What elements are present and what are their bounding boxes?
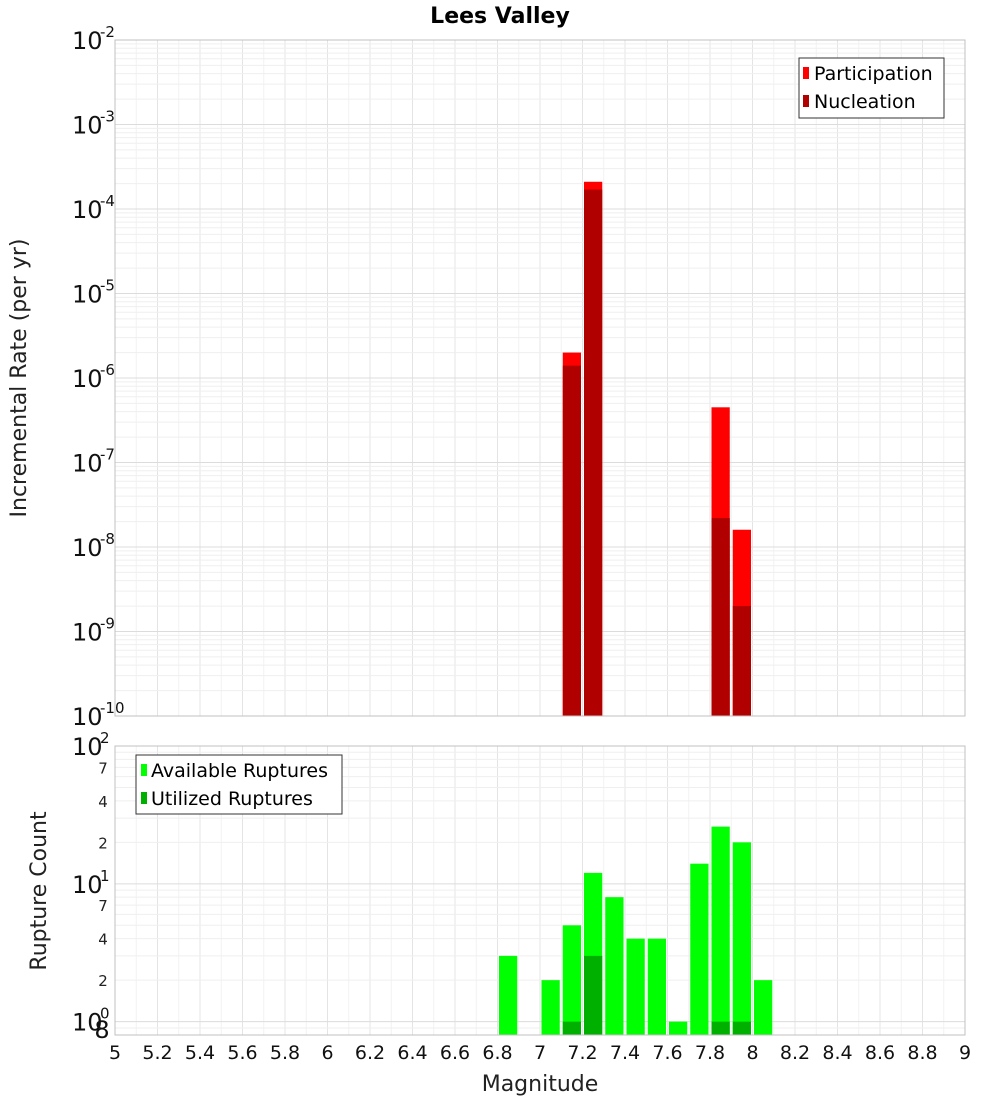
bottom-bar-b (711, 1021, 730, 1035)
top-y-tick-label: 10 (72, 27, 103, 55)
bottom-y-tick-label: 10 (72, 1009, 103, 1037)
bottom-bar-a (711, 826, 730, 1035)
top-y-tick-exponent: -6 (100, 361, 115, 379)
top-bar-b (732, 606, 751, 716)
bottom-y-minor-tick-label: 8 (94, 1016, 109, 1044)
x-tick-label: 6 (321, 1042, 333, 1064)
x-tick-label: 7 (534, 1042, 546, 1064)
legend-label-participation: Participation (814, 63, 933, 85)
bottom-y-minor-tick-label: 7 (98, 759, 108, 777)
top-bar-b (562, 365, 581, 716)
x-tick-label: 9 (959, 1042, 971, 1064)
x-tick-label: 8 (746, 1042, 758, 1064)
legend-swatch-nucleation (803, 95, 809, 107)
x-tick-label: 5.4 (185, 1042, 215, 1064)
top-y-tick-label: 10 (72, 112, 103, 140)
legend-swatch-available (141, 764, 147, 776)
x-tick-label: 7.2 (567, 1042, 597, 1064)
x-tick-label: 8.2 (780, 1042, 810, 1064)
top-y-tick-label: 10 (72, 619, 103, 647)
top-y-tick-label: 10 (72, 365, 103, 393)
x-tick-label: 6.4 (397, 1042, 427, 1064)
bottom-plot-frame (114, 745, 966, 1036)
x-tick-label: 8.4 (822, 1042, 852, 1064)
x-axis-label: Magnitude (482, 1072, 599, 1097)
top-y-tick-exponent: -7 (100, 446, 115, 464)
bottom-y-minor-tick-label: 4 (98, 793, 108, 811)
bottom-plot-bars (499, 826, 773, 1035)
x-tick-label: 6.6 (440, 1042, 470, 1064)
bottom-y-tick-exponent: 1 (100, 867, 110, 885)
top-plot-frame (114, 39, 966, 717)
bottom-y-tick-exponent: 2 (100, 729, 110, 747)
x-tick-label: 5 (109, 1042, 121, 1064)
top-y-tick-exponent: -8 (100, 530, 115, 548)
bottom-y-tick-exponent: 0 (100, 1005, 110, 1023)
bottom-bar-a (732, 842, 751, 1035)
legend-label-nucleation: Nucleation (814, 91, 916, 113)
x-tick-label: 7.8 (695, 1042, 725, 1064)
top-plot-grid (114, 40, 966, 717)
bottom-y-tick-label: 10 (72, 733, 103, 761)
top-bar-b (584, 189, 603, 716)
top-bar-b (711, 518, 730, 716)
bottom-bar-b (732, 1021, 751, 1035)
bottom-bar-a (499, 955, 518, 1035)
x-tick-label: 6.2 (355, 1042, 385, 1064)
top-y-tick-exponent: -4 (100, 192, 115, 210)
top-y-tick-exponent: -3 (100, 108, 115, 126)
bottom-legend-box (135, 754, 343, 815)
x-tick-labels: 5 5.2 5.4 5.6 5.8 6 6.2 6.4 6.6 6.8 7 7.2 7.4 7.6 7.8 8… (109, 1042, 971, 1064)
top-plot-bars (562, 181, 751, 717)
top-y-tick-label: 10 (72, 534, 103, 562)
bottom-bar-b (562, 1021, 581, 1035)
top-y-tick-label: 10 (72, 703, 103, 731)
x-tick-label: 7.6 (652, 1042, 682, 1064)
x-tick-label: 8.6 (865, 1042, 895, 1064)
bottom-y-tick-label: 10 (72, 871, 103, 899)
bottom-y-minor-tick-label: 7 (98, 897, 108, 915)
top-y-tick-exponent: -2 (100, 23, 115, 41)
top-y-tick-label: 10 (72, 450, 103, 478)
bottom-legend: Available Ruptures Utilized Ruptures (135, 754, 343, 815)
top-y-axis-label: Incremental Rate (per yr) (7, 239, 32, 518)
bottom-bar-a (647, 938, 666, 1035)
x-tick-label: 5.6 (227, 1042, 257, 1064)
legend-label-utilized: Utilized Ruptures (151, 788, 313, 810)
bottom-y-minor-tick-label: 4 (98, 931, 108, 949)
bottom-bar-a (669, 1021, 688, 1035)
top-y-tick-exponent: -5 (100, 277, 115, 295)
legend-label-available: Available Ruptures (151, 760, 328, 782)
legend-swatch-participation (803, 67, 809, 79)
x-tick-label: 8.8 (907, 1042, 937, 1064)
bottom-bar-a (754, 980, 773, 1035)
top-legend: Participation Nucleation (798, 57, 945, 119)
top-y-tick-exponent: -10 (100, 699, 125, 717)
top-y-tick-exponent: -9 (100, 615, 115, 633)
x-tick-label: 5.8 (270, 1042, 300, 1064)
legend-swatch-utilized (141, 792, 147, 804)
bottom-bar-a (541, 980, 560, 1035)
bottom-bar-b (584, 955, 603, 1035)
x-tick-label: 6.8 (482, 1042, 512, 1064)
bottom-y-axis-label: Rupture Count (27, 811, 52, 971)
bottom-y-minor-tick-label: 2 (98, 834, 108, 852)
top-legend-box (798, 57, 945, 119)
bottom-bar-a (690, 863, 709, 1035)
chart-title: Lees Valley (430, 4, 570, 29)
x-tick-label: 5.2 (142, 1042, 172, 1064)
top-y-tick-label: 10 (72, 281, 103, 309)
x-tick-label: 7.4 (610, 1042, 640, 1064)
bottom-bar-a (605, 897, 624, 1035)
bottom-bar-a (626, 938, 645, 1035)
bottom-y-minor-tick-label: 2 (98, 972, 108, 990)
bottom-bar-a (562, 925, 581, 1035)
top-y-tick-label: 10 (72, 196, 103, 224)
